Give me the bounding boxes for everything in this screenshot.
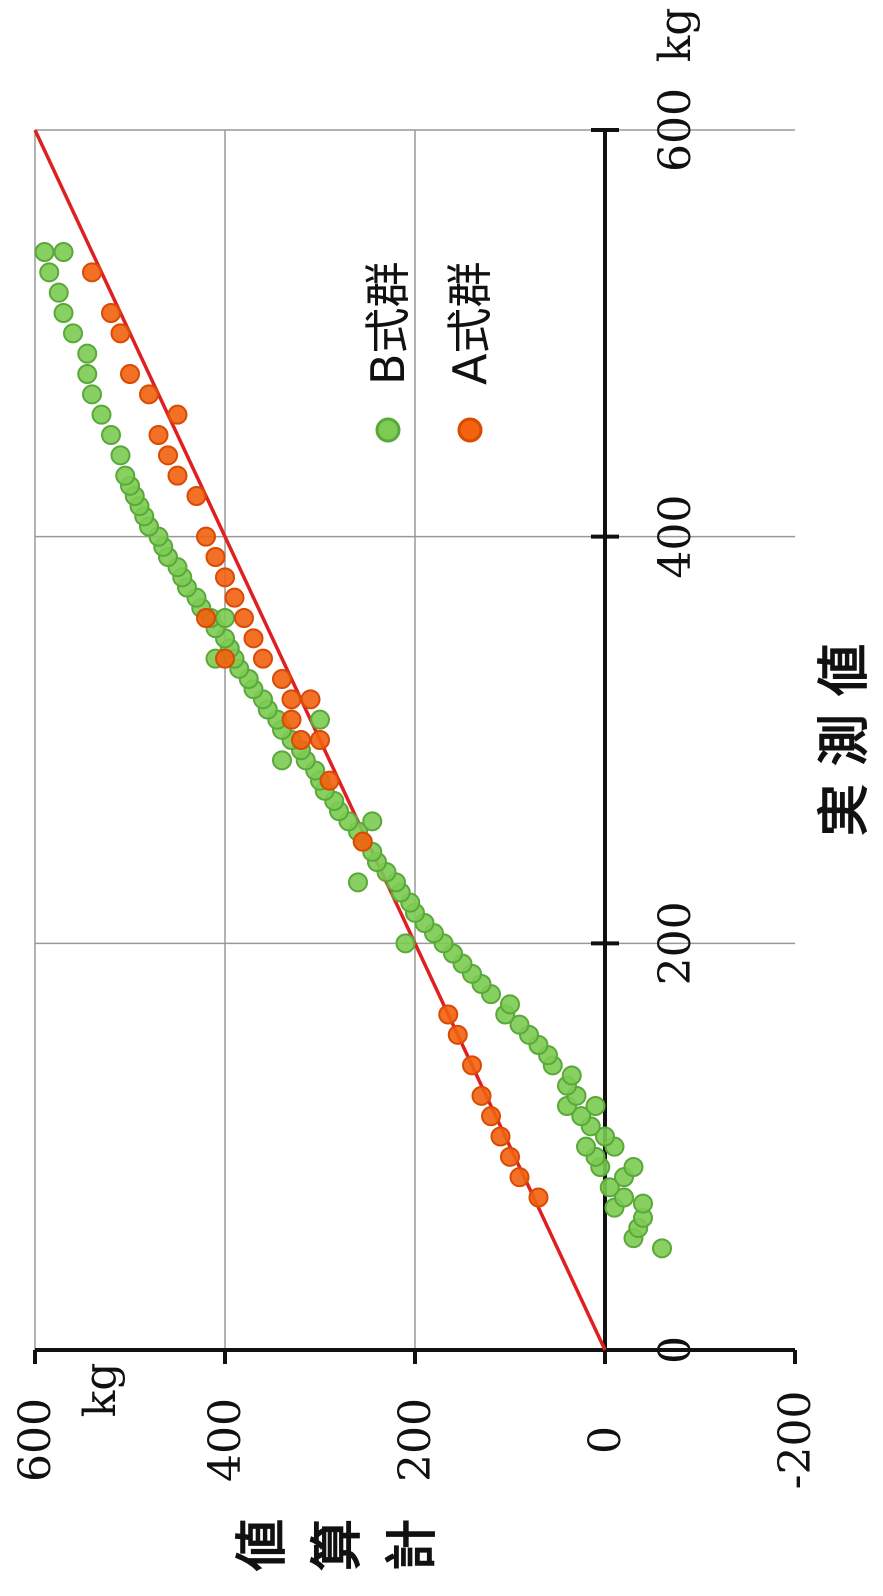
point-a: [139, 384, 159, 405]
point-a: [281, 689, 302, 710]
point-b: [310, 709, 330, 730]
point-a: [253, 648, 273, 669]
x-tick-label: 600: [650, 88, 701, 172]
point-b: [362, 811, 383, 832]
point-b: [39, 262, 60, 283]
point-b: [53, 303, 74, 323]
point-b: [561, 1065, 582, 1086]
point-a: [120, 364, 140, 384]
point-b: [53, 242, 74, 262]
legend-item-b-marker: [375, 417, 401, 443]
legend-item-a-label: A式群: [443, 262, 497, 385]
point-a: [167, 465, 188, 486]
point-a: [291, 730, 311, 750]
point-a: [319, 770, 340, 791]
point-b: [595, 1126, 615, 1147]
point-a: [471, 1085, 492, 1106]
y-tick-label: 600: [10, 1398, 61, 1482]
point-a: [481, 1106, 501, 1127]
point-a: [158, 445, 178, 466]
y-axis-title-char-text: 算: [308, 1519, 368, 1571]
point-a: [310, 730, 330, 750]
legend-item-a-marker: [457, 417, 483, 443]
point-b: [91, 404, 112, 425]
point-a: [281, 709, 302, 730]
point-b: [215, 608, 235, 628]
point-b: [348, 872, 368, 893]
point-b: [571, 1106, 592, 1127]
point-a: [234, 608, 254, 628]
y-tick-label: 400: [200, 1398, 251, 1482]
x-unit-label: kg: [650, 8, 701, 63]
data-points: [34, 242, 672, 1259]
point-a: [528, 1187, 549, 1208]
point-a: [462, 1055, 482, 1076]
x-tick-label: 200: [650, 901, 701, 985]
point-a: [224, 587, 245, 608]
point-a: [205, 547, 226, 567]
point-b: [585, 1096, 606, 1116]
point-a: [438, 1004, 459, 1025]
point-a: [215, 648, 235, 669]
x-axis-title: 実 測 値: [815, 644, 875, 836]
legend-item-b-label: B式群: [361, 261, 415, 385]
point-a: [300, 689, 321, 710]
point-a: [272, 669, 292, 689]
point-a: [167, 404, 188, 425]
point-b: [110, 445, 131, 466]
point-b: [509, 1014, 530, 1035]
point-a: [500, 1146, 520, 1167]
y-tick-label: 200: [390, 1398, 441, 1482]
point-a: [82, 262, 102, 283]
x-tick-label: 400: [650, 495, 701, 579]
point-a: [196, 608, 216, 628]
point-b: [82, 384, 102, 405]
point-a: [148, 425, 169, 445]
point-b: [623, 1157, 644, 1177]
point-a: [215, 567, 235, 588]
point-b: [614, 1187, 634, 1208]
point-b: [395, 933, 416, 954]
point-b: [272, 750, 292, 771]
point-a: [352, 831, 373, 852]
point-b: [77, 343, 98, 364]
point-b: [101, 425, 121, 445]
point-a: [110, 323, 131, 344]
point-b: [576, 1136, 596, 1157]
point-b: [48, 282, 69, 303]
point-b: [500, 994, 520, 1015]
point-b: [633, 1193, 653, 1214]
y-axis-title-char-text: 値: [233, 1519, 293, 1572]
point-a: [509, 1167, 530, 1188]
point-b: [115, 465, 136, 486]
y-tick-label: 0: [580, 1426, 631, 1454]
legend: B式群 A式群: [361, 261, 497, 443]
x-tick-label: 0: [650, 1336, 701, 1364]
point-b: [34, 242, 55, 262]
grid: [34, 129, 795, 1350]
point-a: [196, 526, 216, 547]
point-a: [101, 303, 121, 323]
y-axis-title-char-text: 計: [383, 1519, 443, 1571]
point-a: [243, 628, 264, 649]
point-a: [447, 1024, 468, 1045]
tick-labels: 0 200 400 600 kg -200 0 200 400 600 kg: [10, 8, 821, 1490]
point-b: [63, 323, 83, 344]
point-b: [77, 364, 98, 384]
point-a: [490, 1126, 511, 1147]
y-unit-label: kg: [75, 1363, 126, 1418]
y-tick-label: -200: [770, 1391, 821, 1490]
point-b: [652, 1238, 672, 1259]
point-b: [599, 1177, 620, 1198]
point-a: [186, 486, 207, 506]
